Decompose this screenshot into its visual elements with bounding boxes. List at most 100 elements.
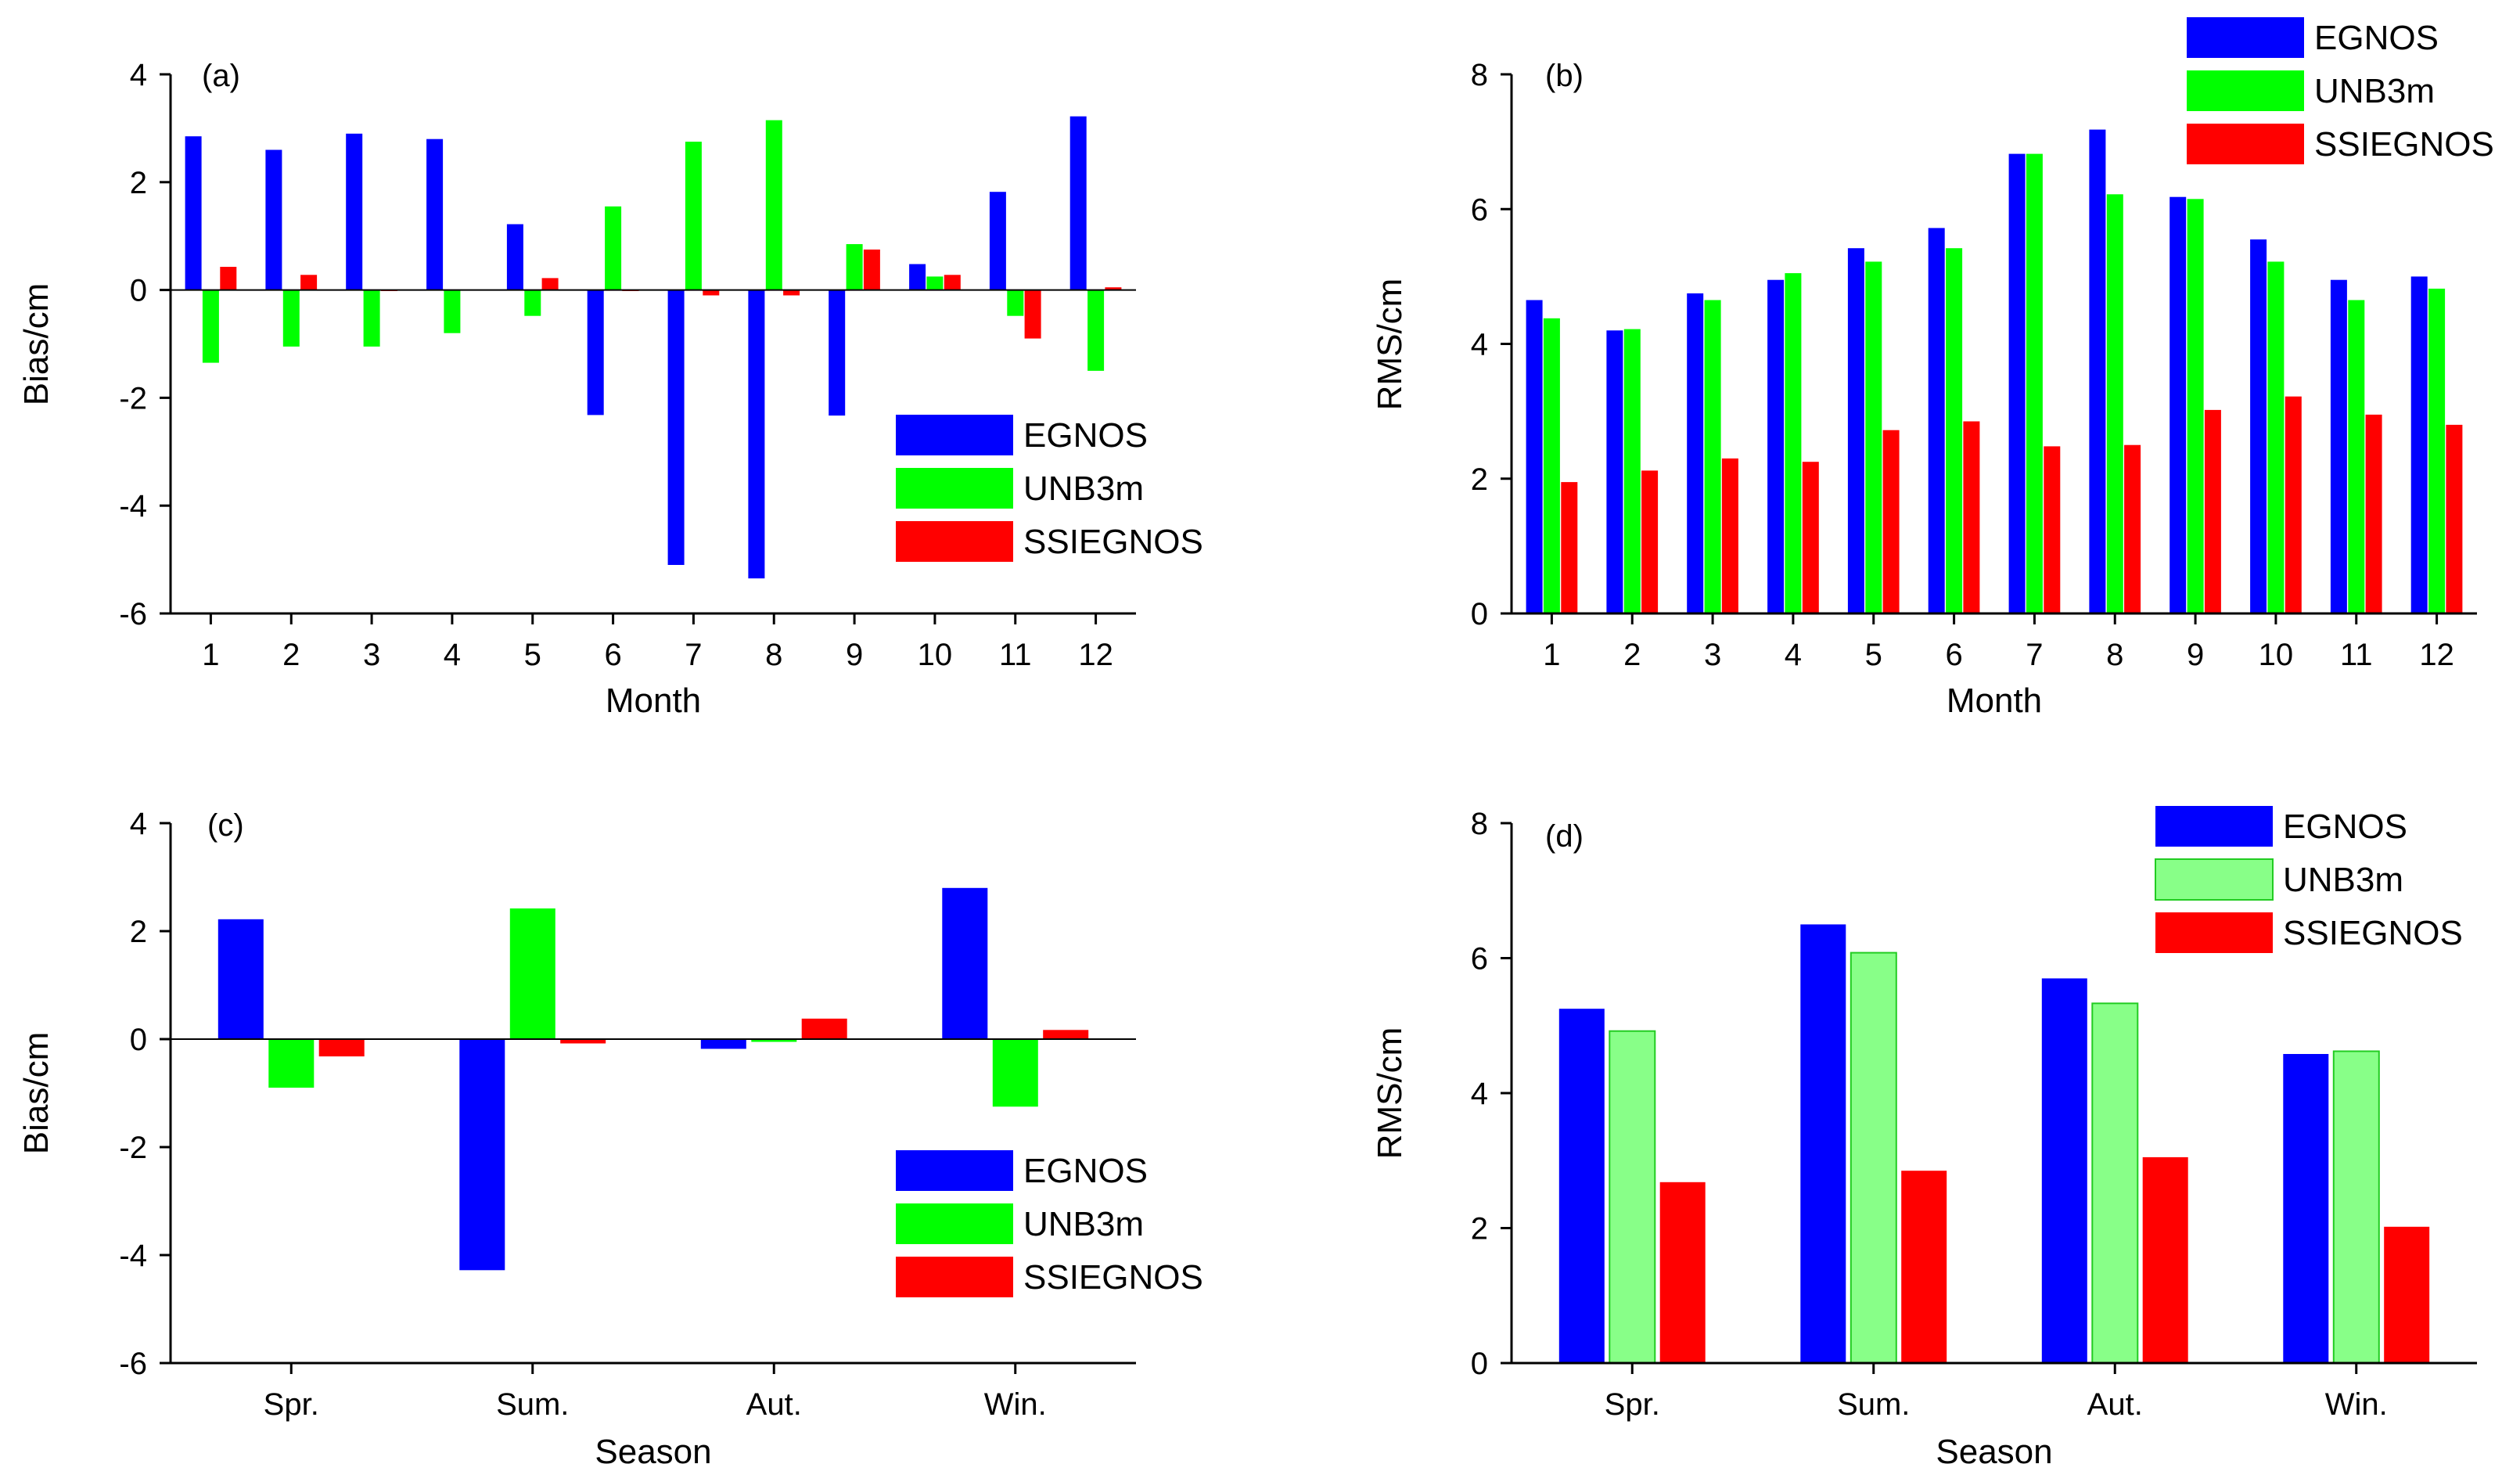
x-axis-title: Month bbox=[606, 682, 701, 720]
y-tick-label: -2 bbox=[119, 1131, 147, 1165]
legend-swatch-ssiegnos bbox=[896, 521, 1013, 562]
bar-unb3m-9 bbox=[846, 244, 863, 290]
bar-unb3m-7 bbox=[685, 142, 702, 290]
bar-ssiegnos-8 bbox=[783, 290, 800, 296]
bar-unb3m-4 bbox=[444, 290, 461, 333]
panel-label: (d) bbox=[1545, 819, 1584, 854]
bar-unb3m-5 bbox=[1865, 261, 1882, 613]
legend-label-unb3m: UNB3m bbox=[2314, 72, 2435, 110]
y-tick-label: 4 bbox=[130, 807, 147, 841]
bar-unb3m-6 bbox=[605, 206, 622, 290]
bar-egnos-3 bbox=[1687, 293, 1704, 613]
bar-ssiegnos-4 bbox=[1802, 462, 1819, 613]
bar-unb3m-sum bbox=[509, 908, 555, 1039]
bar-unb3m-3 bbox=[1704, 300, 1721, 613]
bar-egnos-11 bbox=[989, 192, 1006, 290]
bar-egnos-8 bbox=[2089, 129, 2106, 614]
y-axis-title: Bias/cm bbox=[17, 1032, 56, 1154]
bar-egnos-9 bbox=[829, 290, 846, 416]
bar-egnos-5 bbox=[506, 224, 523, 290]
bar-ssiegnos-8 bbox=[2124, 444, 2141, 613]
bar-ssiegnos-1 bbox=[220, 267, 237, 290]
bar-ssiegnos-7 bbox=[703, 290, 720, 296]
y-tick-label: 8 bbox=[1471, 58, 1488, 92]
bar-ssiegnos-aut bbox=[2142, 1156, 2188, 1363]
bar-egnos-win bbox=[942, 887, 988, 1039]
y-tick-label: 4 bbox=[1471, 1077, 1488, 1111]
legend-label-ssiegnos: SSIEGNOS bbox=[2314, 125, 2494, 164]
legend-label-unb3m: UNB3m bbox=[1023, 1205, 1144, 1243]
legend-swatch-ssiegnos bbox=[896, 1257, 1013, 1297]
y-axis-title: RMS/cm bbox=[1371, 279, 1409, 411]
bar-egnos-7 bbox=[667, 290, 685, 565]
panel-label: (b) bbox=[1545, 59, 1584, 93]
bar-egnos-spr bbox=[1558, 1009, 1605, 1363]
x-tick-label: 6 bbox=[1945, 638, 1962, 672]
bar-ssiegnos-1 bbox=[1561, 482, 1578, 613]
y-tick-label: 2 bbox=[130, 166, 147, 200]
x-tick-label: 1 bbox=[202, 638, 219, 672]
y-tick-label: -4 bbox=[119, 489, 147, 523]
bar-unb3m-spr bbox=[268, 1039, 315, 1088]
x-tick-label: 1 bbox=[1543, 638, 1560, 672]
legend-swatch-egnos bbox=[896, 415, 1013, 455]
x-tick-label: 7 bbox=[2026, 638, 2043, 672]
legend-swatch-unb3m bbox=[2187, 70, 2304, 111]
x-tick-label: Win. bbox=[984, 1387, 1047, 1422]
y-tick-label: 2 bbox=[1471, 462, 1488, 497]
bar-unb3m-11 bbox=[2348, 300, 2365, 613]
bar-ssiegnos-11 bbox=[1024, 290, 1041, 339]
bar-egnos-5 bbox=[1847, 248, 1864, 613]
bar-unb3m-2 bbox=[282, 290, 300, 347]
x-tick-label: Sum. bbox=[496, 1387, 569, 1422]
bar-ssiegnos-spr bbox=[318, 1039, 365, 1057]
bar-unb3m-1 bbox=[1543, 318, 1560, 613]
legend-label-unb3m: UNB3m bbox=[1023, 469, 1144, 508]
x-axis-title: Season bbox=[1936, 1433, 2052, 1471]
bar-unb3m-8 bbox=[2106, 194, 2123, 614]
x-tick-label: 9 bbox=[846, 638, 863, 672]
bar-unb3m-3 bbox=[363, 290, 380, 347]
bar-unb3m-aut bbox=[751, 1039, 797, 1042]
bar-unb3m-win bbox=[992, 1039, 1038, 1107]
bar-egnos-sum bbox=[1800, 924, 1846, 1363]
x-tick-label: 9 bbox=[2187, 638, 2204, 672]
bar-unb3m-win bbox=[2332, 1050, 2380, 1364]
bar-unb3m-4 bbox=[1785, 273, 1802, 613]
legend-swatch-unb3m bbox=[896, 468, 1013, 509]
bar-unb3m-spr bbox=[1609, 1030, 1656, 1364]
x-tick-label: 8 bbox=[765, 638, 782, 672]
x-tick-label: 5 bbox=[524, 638, 541, 672]
legend-swatch-ssiegnos bbox=[2155, 912, 2273, 953]
bar-egnos-3 bbox=[346, 133, 363, 290]
bar-ssiegnos-7 bbox=[2044, 446, 2061, 613]
y-tick-label: 2 bbox=[1471, 1212, 1488, 1246]
bar-ssiegnos-spr bbox=[1659, 1182, 1706, 1363]
y-tick-label: 4 bbox=[1471, 328, 1488, 362]
y-tick-label: 0 bbox=[130, 1023, 147, 1057]
bar-unb3m-1 bbox=[202, 290, 219, 363]
bar-egnos-sum bbox=[459, 1039, 505, 1271]
bar-ssiegnos-12 bbox=[1105, 287, 1122, 290]
y-axis-title: RMS/cm bbox=[1371, 1027, 1409, 1160]
bar-ssiegnos-9 bbox=[2204, 409, 2221, 613]
panel-label: (c) bbox=[207, 808, 244, 843]
bar-egnos-spr bbox=[217, 919, 264, 1039]
y-tick-label: 6 bbox=[1471, 942, 1488, 977]
x-tick-label: 5 bbox=[1865, 638, 1882, 672]
bar-unb3m-2 bbox=[1623, 329, 1641, 613]
bar-unb3m-6 bbox=[1946, 248, 1963, 613]
x-tick-label: 11 bbox=[2340, 638, 2373, 672]
bar-unb3m-11 bbox=[1007, 290, 1024, 316]
bar-ssiegnos-9 bbox=[863, 249, 880, 290]
bar-ssiegnos-win bbox=[2384, 1226, 2430, 1363]
bar-ssiegnos-11 bbox=[2365, 414, 2382, 613]
x-tick-label: 3 bbox=[363, 638, 380, 672]
y-tick-label: 4 bbox=[130, 58, 147, 92]
bar-unb3m-7 bbox=[2026, 153, 2043, 614]
x-tick-label: 12 bbox=[1078, 638, 1113, 672]
bar-ssiegnos-10 bbox=[944, 275, 961, 290]
x-tick-label: 6 bbox=[604, 638, 621, 672]
legend-label-egnos: EGNOS bbox=[1023, 416, 1148, 455]
bar-egnos-12 bbox=[2410, 276, 2428, 613]
